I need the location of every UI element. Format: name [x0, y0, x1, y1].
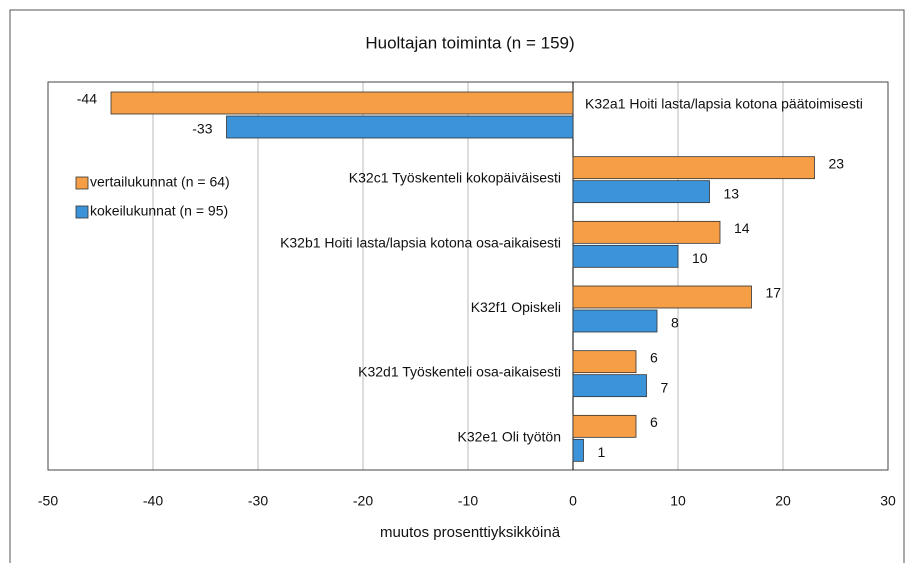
- data-label: 8: [671, 315, 679, 331]
- bar: [572, 156, 815, 180]
- x-tick-label: -30: [248, 493, 268, 509]
- category-label: K32b1 Hoiti lasta/lapsia kotona osa-aika…: [280, 234, 561, 250]
- plot-border: [47, 81, 889, 471]
- x-tick-label: 30: [880, 493, 896, 509]
- frame: [9, 9, 905, 568]
- bar: [572, 350, 637, 374]
- data-label: -44: [77, 91, 97, 107]
- x-tick-label: 10: [670, 493, 686, 509]
- x-tick-label: -10: [458, 493, 478, 509]
- legend-swatch: [75, 205, 89, 219]
- category-label: K32e1 Oli työtön: [457, 428, 561, 444]
- data-label: -33: [192, 121, 212, 137]
- data-label: 10: [692, 250, 708, 266]
- bar: [572, 285, 752, 309]
- data-label: 6: [650, 414, 658, 430]
- legend-label: vertailukunnat (n = 64): [90, 174, 230, 190]
- x-tick-label: -40: [143, 493, 163, 509]
- bar: [572, 414, 637, 438]
- data-label: 14: [734, 220, 750, 236]
- x-tick-label: 20: [775, 493, 791, 509]
- data-label: 6: [650, 349, 658, 365]
- x-tick-label: 0: [569, 493, 577, 509]
- category-label: K32f1 Opiskeli: [471, 299, 561, 315]
- data-label: 13: [724, 185, 740, 201]
- legend-label: kokeilukunnat (n = 95): [90, 203, 228, 219]
- data-label: 23: [829, 155, 845, 171]
- bar: [572, 309, 658, 333]
- x-axis-label: muutos prosenttiyksikköinä: [380, 524, 561, 541]
- bar: [572, 374, 647, 398]
- category-label: K32a1 Hoiti lasta/lapsia kotona päätoimi…: [585, 96, 863, 112]
- data-label: 1: [598, 444, 606, 460]
- bar: [110, 91, 574, 115]
- category-label: K32d1 Työskenteli osa-aikaisesti: [358, 364, 561, 380]
- category-label: K32c1 Työskenteli kokopäiväisesti: [349, 170, 561, 186]
- bar: [226, 115, 574, 139]
- bar: [572, 180, 710, 204]
- x-tick-label: -50: [38, 493, 58, 509]
- data-label: 7: [661, 379, 669, 395]
- x-tick-label: -20: [353, 493, 373, 509]
- data-label: 17: [766, 285, 782, 301]
- bar: [572, 438, 584, 462]
- legend-swatch: [75, 176, 89, 190]
- chart-title: Huoltajan toiminta (n = 159): [365, 33, 574, 52]
- bar: [572, 220, 721, 244]
- bar: [572, 244, 679, 268]
